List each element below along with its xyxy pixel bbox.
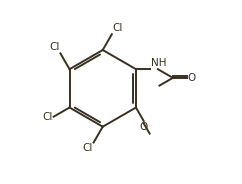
Text: Cl: Cl <box>42 112 53 122</box>
Text: NH: NH <box>151 58 166 68</box>
Text: Cl: Cl <box>113 23 123 33</box>
Text: O: O <box>188 73 196 83</box>
Text: O: O <box>140 122 148 132</box>
Text: Cl: Cl <box>49 43 60 52</box>
Text: Cl: Cl <box>82 143 93 153</box>
